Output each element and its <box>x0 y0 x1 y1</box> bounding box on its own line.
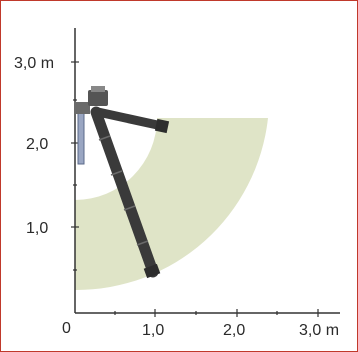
pivot-cap <box>91 86 105 92</box>
x-ticks <box>114 309 319 317</box>
lower-arm-hood <box>143 263 161 279</box>
lower-arm <box>90 106 159 278</box>
arm-joints <box>98 135 149 246</box>
upper-arm-hood <box>154 118 170 134</box>
y-tick-label-2: 2,0 <box>26 136 48 153</box>
reach-zone <box>75 118 268 291</box>
x-tick-label-2: 2,0 <box>223 322 245 339</box>
pivot-head <box>88 90 108 106</box>
y-tick-label-1: 1,0 <box>26 220 48 237</box>
wall-plate <box>74 102 90 114</box>
x-tick-label-0: 0 <box>62 320 71 337</box>
upper-arm <box>93 107 167 131</box>
y-tick-label-3: 3,0 m <box>14 55 54 72</box>
x-tick-label-3: 3,0 m <box>299 322 339 339</box>
x-tick-label-1: 1,0 <box>142 322 164 339</box>
